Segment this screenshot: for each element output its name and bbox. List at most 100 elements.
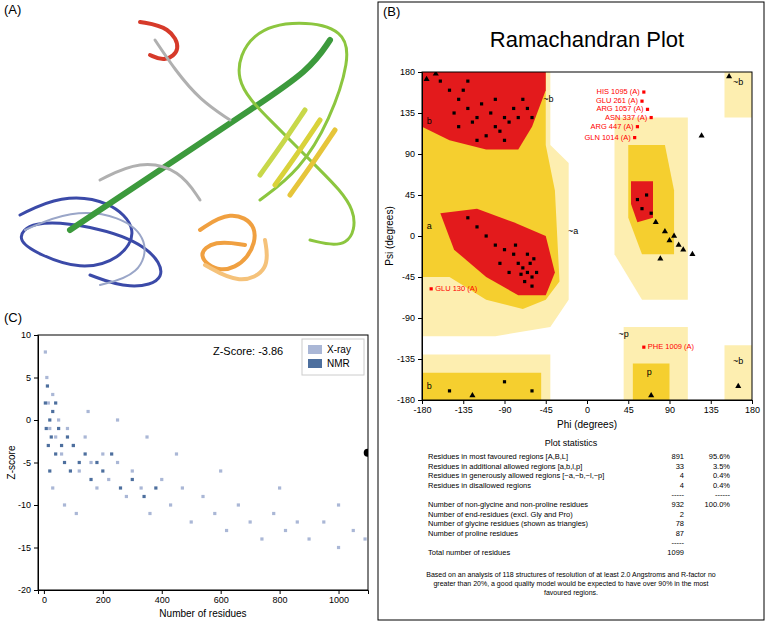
tick: 180 <box>400 67 422 77</box>
panel-label: (A) <box>4 2 21 17</box>
point <box>107 478 110 481</box>
point <box>530 285 533 288</box>
point <box>642 90 645 93</box>
point <box>101 452 104 455</box>
point <box>142 495 145 498</box>
point <box>475 116 478 119</box>
tick-label: -15 <box>18 543 31 553</box>
annotation: ~b <box>733 77 743 87</box>
tick-mark <box>34 548 38 549</box>
tick: -20 <box>18 585 38 595</box>
region <box>422 72 546 149</box>
ribbon <box>205 240 267 279</box>
tick: -10 <box>18 500 38 510</box>
tick-label: 90 <box>665 405 675 415</box>
tick-mark <box>34 463 38 464</box>
point <box>125 495 128 498</box>
tick-label: -180 <box>413 405 431 415</box>
point <box>699 132 705 137</box>
point <box>225 529 228 532</box>
point <box>154 486 157 489</box>
point <box>307 537 310 540</box>
point <box>523 280 526 283</box>
panel-label: (B) <box>383 4 400 19</box>
point <box>50 435 53 438</box>
tick-mark <box>34 335 38 336</box>
point <box>213 512 216 515</box>
tick: -90 <box>498 400 511 415</box>
tick-label: 10 <box>21 330 31 340</box>
point <box>636 125 639 128</box>
tick: 45 <box>624 400 634 415</box>
tick: 0 <box>585 400 590 415</box>
point <box>648 392 654 397</box>
point <box>45 427 48 430</box>
tick-label: 400 <box>155 595 170 605</box>
point <box>529 262 532 265</box>
plot-area <box>44 350 368 549</box>
point <box>471 121 474 124</box>
point <box>636 198 639 201</box>
ribbon <box>200 216 255 270</box>
point <box>47 444 50 447</box>
point <box>494 125 497 128</box>
row-count: 4 <box>680 481 684 490</box>
tick: -135 <box>397 354 422 364</box>
tick-mark <box>103 590 104 594</box>
row-label: Residues in additional allowed regions [… <box>428 462 582 471</box>
point <box>110 452 113 455</box>
point <box>726 73 732 78</box>
point <box>219 469 222 472</box>
annotation: b <box>427 381 432 391</box>
outlier-label: PHE 1009 (A) <box>648 342 695 351</box>
point <box>433 72 439 76</box>
row-percent: 95.6% <box>709 452 731 461</box>
point <box>517 262 520 265</box>
point <box>526 271 529 274</box>
region <box>615 118 688 300</box>
tick-mark <box>221 590 222 594</box>
region <box>422 72 569 336</box>
point <box>503 380 506 383</box>
tick-label: 45 <box>624 405 634 415</box>
tick-mark <box>418 318 422 319</box>
point <box>95 486 98 489</box>
tick-mark <box>34 590 38 591</box>
point <box>322 520 325 523</box>
row-count: 1099 <box>667 548 684 557</box>
tick: 600 <box>214 590 229 605</box>
point <box>148 512 151 515</box>
tick: 45 <box>405 190 422 200</box>
point <box>676 242 682 247</box>
point <box>46 384 49 387</box>
point <box>78 461 81 464</box>
point <box>507 271 510 274</box>
point <box>439 80 442 83</box>
tick-label: -135 <box>397 354 415 364</box>
point <box>494 98 497 101</box>
point <box>116 418 119 421</box>
point <box>633 136 636 139</box>
outlier-label: HIS 1095 (A) <box>596 87 640 96</box>
point <box>462 89 465 92</box>
row-label: Number of glycine residues (shown as tri… <box>428 519 589 528</box>
tick-mark <box>418 113 422 114</box>
tick: -180 <box>413 400 431 415</box>
row-label: Number of proline residues <box>428 529 518 538</box>
tick: -45 <box>402 272 422 282</box>
tick-mark <box>546 400 547 404</box>
ribbon <box>155 40 230 120</box>
point <box>448 389 451 392</box>
region <box>440 209 555 296</box>
point <box>352 529 355 532</box>
legend-box <box>302 339 364 375</box>
tick: 800 <box>273 590 288 605</box>
legend-swatch <box>308 359 322 368</box>
point <box>514 244 517 247</box>
ribbon <box>100 165 200 200</box>
point <box>498 130 501 133</box>
tick-mark <box>34 505 38 506</box>
outlier-label: ARG 447 (A) <box>590 122 633 131</box>
point <box>44 350 47 353</box>
tick: 400 <box>155 590 170 605</box>
